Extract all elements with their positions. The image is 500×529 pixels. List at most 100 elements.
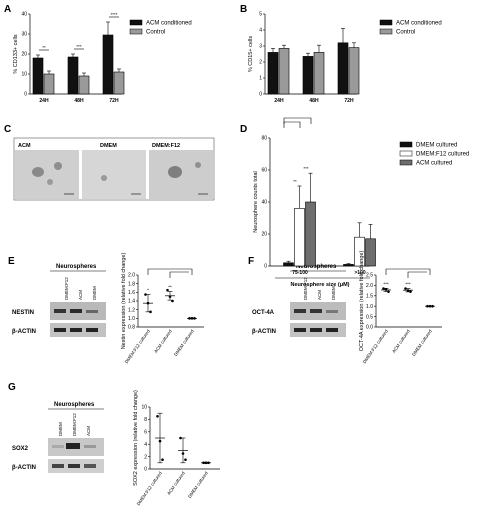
- blot-band: [84, 464, 96, 468]
- chart-d-legend-label: DMEM:F12 cultured: [416, 152, 469, 158]
- chart-a-bar: [67, 56, 79, 95]
- chart-f-sig-label: ***: [405, 282, 411, 287]
- blot-band: [52, 464, 64, 468]
- chart-a-bar: [113, 71, 125, 95]
- chart-g-y-tick-label: 0: [144, 467, 147, 473]
- panel-letter-e: E: [8, 256, 15, 267]
- chart-a-y-tick-label: 40: [21, 12, 27, 18]
- panel-letter-c: C: [4, 124, 11, 135]
- chart-d-x-tick-label: 75-100: [292, 270, 308, 276]
- chart-d-legend-label: DMEM cultured: [416, 143, 457, 149]
- chart-e-y-tick-label: 1.4: [128, 299, 135, 305]
- chart-e-y-axis-title: Nestin expression (relative fold change): [121, 253, 127, 350]
- chart-f-y-tick-label: 2.0: [366, 283, 373, 289]
- chart-f-x-tick-label: DMEM:F12 cultured: [362, 328, 389, 364]
- chart-g-y-tick-label: 10: [141, 405, 147, 411]
- chart-d-y-axis-title: Neurosphere counts total: [253, 171, 259, 232]
- panel-letter-b: B: [240, 4, 247, 15]
- chart-d-legend-label: ACM cultured: [416, 161, 452, 167]
- chart-b-bar: [302, 56, 314, 95]
- chart-e-y-tick-label: 0.8: [128, 325, 135, 331]
- chart-d-sig-label: ***: [303, 166, 309, 171]
- micrograph-label: DMEM: [100, 143, 117, 149]
- microscopy-panel: ACM DMEM DMEM:F12: [13, 137, 215, 201]
- chart-b-legend-label: ACM conditioned: [396, 21, 442, 27]
- chart-b-bar: [348, 47, 360, 95]
- chart-b-x-tick-label: 48H: [309, 98, 319, 104]
- chart-f-y-tick-label: 0.0: [366, 325, 373, 331]
- chart-d-bar: [343, 264, 354, 267]
- chart-a-y-tick-label: 20: [21, 52, 27, 58]
- blot-band: [52, 445, 64, 448]
- chart-g-y-tick-label: 4: [144, 442, 147, 448]
- lane-label: DMEM:F12: [64, 277, 69, 300]
- chart-a-bar: [102, 34, 114, 95]
- chart-a-sig-label: ****: [110, 12, 117, 17]
- lane-label: DMEM: [58, 422, 63, 436]
- chart-g-point: [161, 458, 164, 462]
- blot-header: Neurospheres: [296, 264, 337, 270]
- chart-g-y-tick-label: 2: [144, 454, 147, 460]
- neurosphere-blob: [168, 166, 182, 178]
- chart-g-point: [184, 458, 187, 462]
- blot-band: [70, 328, 82, 332]
- chart-e-sig-bracket: [147, 268, 193, 275]
- blot-band: [86, 310, 98, 313]
- blot-band: [326, 310, 338, 313]
- chart-b-y-tick-label: 5: [259, 12, 262, 18]
- chart-f-x-tick-label: ACM cultured: [391, 328, 411, 354]
- blot-band: [294, 328, 306, 332]
- blot-band: [86, 328, 98, 332]
- lane-label: DMEM:F12: [303, 277, 308, 300]
- panel-letter-f: F: [248, 256, 254, 267]
- chart-a-y-tick-label: 10: [21, 72, 27, 78]
- micrograph-label: ACM: [18, 143, 31, 149]
- blot-row-label: β-ACTIN: [12, 465, 36, 471]
- chart-d-y-tick-label: 80: [261, 136, 267, 142]
- chart-b-bar: [313, 52, 325, 95]
- neurosphere-blob: [54, 162, 62, 170]
- panel-letter-a: A: [4, 4, 11, 15]
- chart-a-sig-label: ***: [76, 44, 82, 49]
- chart-b-y-axis-title: % CD15+ cells: [248, 36, 254, 72]
- chart-a-x-tick-label: 48H: [74, 98, 84, 104]
- neurosphere-blob: [101, 175, 107, 181]
- chart-e-x-tick-label: ACM cultured: [153, 328, 173, 354]
- blot-row-label: NESTIN: [12, 310, 34, 316]
- blot-row-label: β-ACTIN: [252, 329, 276, 335]
- western-blot-g: Neurospheres DMEM DMEM:F12 ACM SOX2 β-AC…: [12, 402, 104, 473]
- chart-b-x-tick-label: 24H: [274, 98, 284, 104]
- chart-b-legend-label: Control: [396, 30, 415, 36]
- neurosphere-blob: [32, 167, 44, 177]
- chart-a-x-tick-label: 24H: [39, 98, 49, 104]
- blot-band: [310, 309, 322, 313]
- chart-e-sig-label: *: [147, 288, 149, 293]
- chart-a-bar: [78, 75, 90, 95]
- micrograph-label: DMEM:F12: [152, 143, 180, 149]
- chart-e-sig-bracket: [169, 271, 189, 278]
- chart-d-y-tick-label: 0: [264, 264, 267, 270]
- blot-band: [54, 328, 66, 332]
- chart-f-y-tick-label: 1.0: [366, 304, 373, 310]
- chart-g-x-tick-label: ACM cultured: [166, 470, 186, 496]
- chart-b-bar: [278, 48, 290, 95]
- chart-g-y-tick-label: 6: [144, 430, 147, 436]
- chart-d-x-tick-label: >100: [354, 270, 365, 276]
- chart-b-bar: [337, 42, 349, 95]
- blot-band: [70, 309, 82, 313]
- blot-row-label: β-ACTIN: [12, 329, 36, 335]
- chart-d-y-tick-label: 40: [261, 200, 267, 206]
- chart-f-x-tick-label: DMEM cultured: [411, 328, 433, 357]
- chart-a-x-tick-label: 72H: [109, 98, 119, 104]
- micrograph-acm: [15, 150, 79, 199]
- chart-b-y-tick-label: 3: [259, 44, 262, 50]
- chart-a-y-axis-title: % CD133+ cells: [13, 34, 19, 74]
- blot-band: [66, 443, 80, 449]
- panel-letter-d: D: [240, 124, 247, 135]
- chart-b-bar: [267, 52, 279, 95]
- lane-label: ACM: [317, 290, 322, 300]
- chart-e-y-tick-label: 1.0: [128, 316, 135, 322]
- panel-letter-g: G: [8, 382, 16, 393]
- chart-g-x-tick-label: DMEM cultured: [187, 470, 209, 499]
